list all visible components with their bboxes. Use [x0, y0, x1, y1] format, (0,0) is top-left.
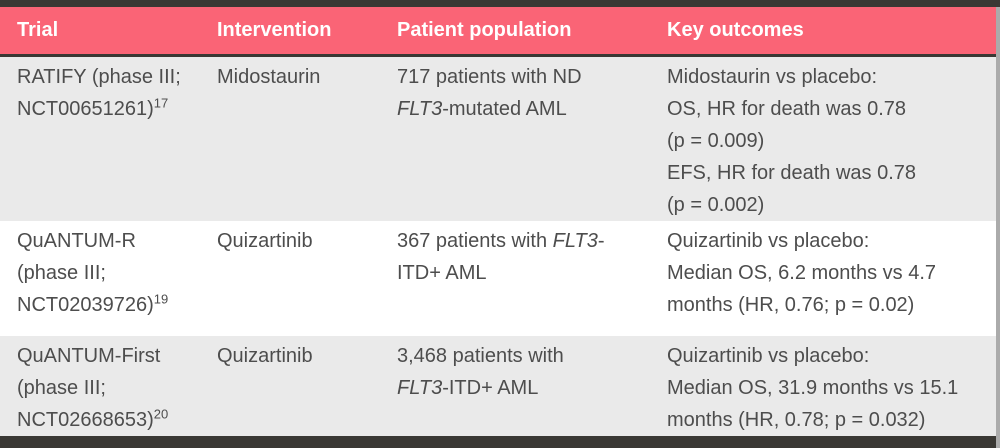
citation-superscript: 19: [153, 291, 169, 307]
column-header-key-outcomes: Key outcomes: [650, 7, 996, 57]
gene-name-italic: FLT3: [397, 377, 443, 399]
table-row-quantum-r: QuANTUM-R (phase III; NCT02039726)19 Qui…: [0, 221, 996, 336]
table-top-border: [0, 0, 1000, 7]
clinical-trials-table: Trial Intervention Patient population Ke…: [0, 7, 996, 436]
table-header-row: Trial Intervention Patient population Ke…: [0, 7, 996, 57]
population-text: 717 patients with ND: [397, 66, 582, 88]
table-bottom-border: [0, 436, 996, 448]
population-text: 3,468 patients with: [397, 345, 564, 367]
column-header-patient-population: Patient population: [380, 7, 650, 57]
gene-name-italic: FLT3: [397, 98, 443, 120]
population-cell: 3,468 patients with FLT3-ITD+ AML: [380, 336, 650, 436]
trial-cell: QuANTUM-R (phase III; NCT02039726)19: [0, 221, 200, 336]
table-row-ratify: RATIFY (phase III; NCT00651261)17 Midost…: [0, 55, 996, 222]
table-row-quantum-first: QuANTUM-First (phase III; NCT02668653)20…: [0, 336, 996, 436]
intervention-cell: Midostaurin: [217, 66, 321, 88]
gene-name-italic: FLT3: [552, 230, 598, 252]
column-header-intervention: Intervention: [200, 7, 380, 57]
population-cell: 367 patients with FLT3- ITD+ AML: [380, 221, 650, 336]
trial-cell: RATIFY (phase III; NCT00651261)17: [0, 56, 200, 222]
column-header-trial: Trial: [0, 7, 200, 57]
population-cell: 717 patients with ND FLT3-mutated AML: [380, 56, 650, 222]
population-text: 367 patients with: [397, 230, 553, 252]
intervention-cell: Quizartinib: [217, 230, 313, 252]
outcomes-cell: Quizartinib vs placebo: Median OS, 31.9 …: [667, 345, 959, 431]
outcomes-cell: Quizartinib vs placebo: Median OS, 6.2 m…: [667, 230, 937, 316]
population-text: - ITD+ AML: [397, 230, 605, 284]
intervention-cell: Quizartinib: [217, 345, 313, 367]
table-frame: Trial Intervention Patient population Ke…: [0, 7, 1000, 448]
trial-cell: QuANTUM-First (phase III; NCT02668653)20: [0, 336, 200, 436]
trial-name: QuANTUM-R (phase III; NCT02039726): [17, 230, 154, 316]
citation-superscript: 20: [153, 406, 169, 422]
population-text: -mutated AML: [442, 98, 567, 120]
outcomes-cell: Midostaurin vs placebo: OS, HR for death…: [667, 66, 917, 216]
citation-superscript: 17: [153, 95, 169, 111]
population-text: -ITD+ AML: [442, 377, 539, 399]
trial-name: RATIFY (phase III; NCT00651261): [17, 66, 181, 120]
trial-name: QuANTUM-First (phase III; NCT02668653): [17, 345, 161, 431]
